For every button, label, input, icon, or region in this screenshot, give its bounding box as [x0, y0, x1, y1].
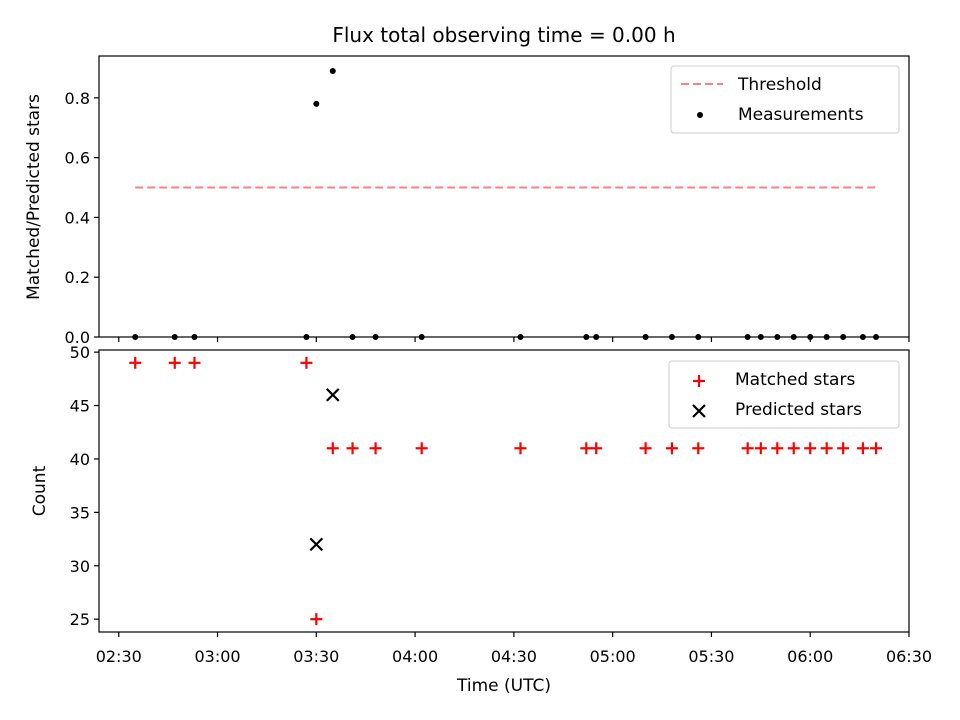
- matched-star-point: [188, 356, 201, 369]
- top-legend-frame: [670, 65, 900, 134]
- matched-star-point: [129, 356, 142, 369]
- bottom-x-tick-label: 02:30: [96, 647, 142, 666]
- top-x-ticks: [118, 337, 910, 342]
- bottom-panel: 25 30 35 40 45 50 02:30 03:00 03:30 04:00 04:30 05…: [30, 343, 932, 696]
- bottom-y-axis-label: Count: [30, 465, 50, 516]
- measurements-legend-label: Measurements: [738, 105, 864, 125]
- top-axes-frame: [98, 55, 910, 338]
- bottom-x-tick-label: 04:00: [392, 647, 438, 666]
- matched-star-point: [300, 356, 313, 369]
- matched-star-point: [326, 442, 339, 455]
- matched-star-point: [590, 442, 603, 455]
- matched-star-point: [639, 442, 652, 455]
- predicted-star-point: [326, 388, 340, 402]
- bottom-x-tick-label: 03:00: [194, 647, 240, 666]
- predicted-legend-label: Predicted stars: [735, 400, 862, 420]
- matched-star-point: [346, 442, 359, 455]
- top-y-ticks: 0.0 0.2 0.4 0.6 0.8: [65, 89, 99, 347]
- matched-star-point: [837, 442, 850, 455]
- bottom-y-tick-label: 35: [70, 503, 90, 522]
- matched-star-point: [415, 442, 428, 455]
- measurement-point: [313, 100, 320, 107]
- x-axis-label: Time (UTC): [456, 676, 551, 696]
- matched-legend-marker: [693, 375, 705, 387]
- chart-title: Flux total observing time = 0.00 h: [332, 23, 675, 47]
- bottom-x-tick-label: 05:30: [688, 647, 734, 666]
- bottom-y-tick-label: 25: [70, 610, 90, 629]
- matched-star-point: [771, 442, 784, 455]
- matched-legend-label: Matched stars: [735, 370, 855, 390]
- matched-star-point: [665, 442, 678, 455]
- matched-star-point: [820, 442, 833, 455]
- top-panel: 0.00.20.40.60.8 Matched/Predicted stars …: [24, 55, 910, 347]
- top-y-tick-label: 0.2: [65, 268, 90, 287]
- top-y-tick-label: 0.6: [65, 149, 90, 168]
- matched-star-point: [310, 613, 323, 626]
- bottom-axes-frame: [98, 349, 910, 633]
- bottom-y-ticks: 25 30 35 40 45 50: [70, 343, 99, 629]
- bottom-legend: Matched stars Predicted stars: [668, 360, 900, 429]
- bottom-x-tick-label: 05:00: [590, 647, 636, 666]
- measurement-point: [329, 67, 336, 74]
- matched-star-point: [514, 442, 527, 455]
- predicted-star-point: [309, 537, 324, 552]
- threshold-legend-label: Threshold: [737, 75, 822, 95]
- top-y-axis-label: Matched/Predicted stars: [24, 94, 44, 300]
- bottom-y-tick-label: 50: [70, 343, 90, 362]
- predicted-legend-marker: [692, 404, 706, 418]
- matched-star-point: [870, 442, 883, 455]
- bottom-legend-frame: [668, 360, 900, 429]
- bottom-x-tick-label: 03:30: [293, 647, 339, 666]
- matched-star-point: [369, 442, 382, 455]
- matched-star-point: [168, 356, 181, 369]
- bottom-y-tick-label: 30: [70, 557, 90, 576]
- matched-star-point: [804, 442, 817, 455]
- top-y-tick-label: 0.0: [65, 328, 90, 347]
- matched-star-point: [692, 442, 705, 455]
- matched-star-point: [754, 442, 767, 455]
- bottom-x-tick-label: 06:00: [787, 647, 833, 666]
- bottom-y-tick-label: 45: [70, 397, 90, 416]
- bottom-plot-area: [129, 356, 883, 626]
- bottom-x-tick-label: 04:30: [491, 647, 537, 666]
- matched-star-point: [787, 442, 800, 455]
- matched-star-point: [741, 442, 754, 455]
- matched-star-point: [856, 442, 869, 455]
- bottom-y-tick-label: 40: [70, 450, 90, 469]
- top-legend: Threshold Measurements: [670, 65, 900, 134]
- measurements-legend-marker: [697, 112, 703, 118]
- top-y-tick-label: 0.8: [65, 89, 90, 108]
- top-y-tick-label: 0.4: [65, 208, 90, 227]
- bottom-x-ticks: 02:30 03:00 03:30 04:00 04:30 05:00 05:30 06:00…: [96, 632, 932, 666]
- bottom-x-tick-label: 06:30: [886, 647, 932, 666]
